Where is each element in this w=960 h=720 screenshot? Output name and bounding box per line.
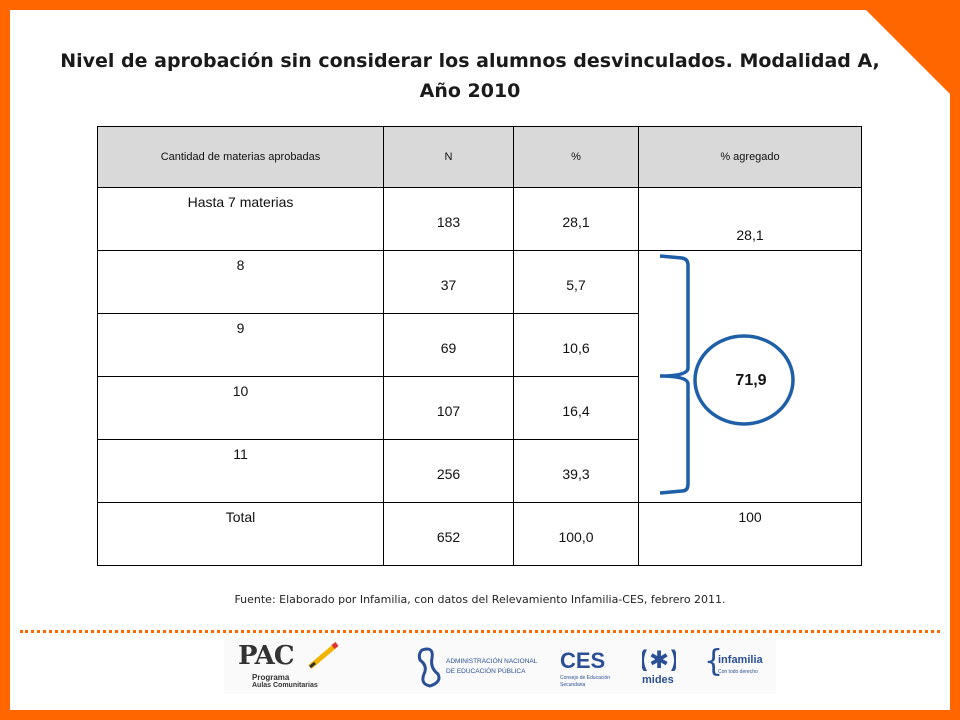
row-label: Hasta 7 materias bbox=[187, 194, 294, 210]
infamilia-logo-title: infamilia bbox=[718, 654, 763, 666]
row-n: 69 bbox=[440, 340, 457, 356]
row-n: 37 bbox=[440, 277, 457, 293]
dotted-divider bbox=[20, 630, 940, 633]
row-n: 256 bbox=[436, 466, 461, 482]
pac-logo: PAC Programa Aulas Comunitarias bbox=[238, 641, 350, 691]
mides-logo-title: mides bbox=[642, 674, 674, 686]
table-header-row: Cantidad de materias aprobadas N % % agr… bbox=[97, 126, 862, 188]
table-row: Hasta 7 materias 183 28,1 28,1 bbox=[97, 187, 862, 251]
row-pct: 10,6 bbox=[562, 340, 590, 356]
logo-strip: PAC Programa Aulas Comunitarias ADMINIST… bbox=[224, 638, 776, 694]
row-n: 183 bbox=[436, 214, 461, 230]
row-pct: 39,3 bbox=[562, 466, 590, 482]
row-pct: 28,1 bbox=[562, 214, 590, 230]
table-row: 8 37 5,7 bbox=[97, 250, 862, 503]
source-note: Fuente: Elaborado por Infamilia, con dat… bbox=[234, 593, 726, 606]
svg-text:(✱): (✱) bbox=[642, 646, 676, 674]
header-pct-agregado: % agregado bbox=[638, 126, 862, 188]
agg-total: 100 bbox=[738, 509, 762, 525]
pac-logo-line2: Aulas Comunitarias bbox=[252, 682, 318, 689]
table-row: 10 107 16,4 bbox=[97, 376, 862, 440]
row-n: 107 bbox=[436, 403, 461, 419]
row-n: 652 bbox=[436, 529, 461, 545]
agg-first: 28,1 bbox=[736, 227, 764, 243]
ces-logo-title: CES bbox=[560, 648, 606, 673]
row-pct: 100,0 bbox=[558, 529, 594, 545]
header-pct: % bbox=[513, 126, 639, 188]
table-row: 11 256 39,3 bbox=[97, 439, 862, 503]
row-pct: 5,7 bbox=[566, 277, 586, 293]
row-label: 10 bbox=[232, 383, 249, 399]
row-pct: 16,4 bbox=[562, 403, 590, 419]
pencil-icon bbox=[308, 642, 339, 669]
brace-icon: { bbox=[704, 644, 724, 679]
page-title: Nivel de aprobación sin considerar los a… bbox=[60, 50, 880, 102]
row-label: 9 bbox=[236, 320, 245, 336]
row-label: 11 bbox=[233, 446, 248, 462]
row-label: Total bbox=[225, 509, 256, 525]
agg-group-cell bbox=[638, 250, 862, 503]
ces-logo: CES Consejo de Educación Secundaria bbox=[560, 648, 620, 692]
infamilia-logo: { infamilia Con todo derecho bbox=[704, 644, 774, 688]
row-label: 8 bbox=[236, 257, 245, 273]
approval-table: Cantidad de materias aprobadas N % % agr… bbox=[97, 126, 862, 566]
header-n: N bbox=[383, 126, 514, 188]
anep-logo-line2: DE EDUCACIÓN PÚBLICA bbox=[446, 668, 526, 675]
anep-logo-line1: ADMINISTRACIÓN NACIONAL bbox=[446, 658, 538, 665]
pac-logo-title: PAC bbox=[238, 641, 295, 671]
ces-logo-line1: Consejo de Educación bbox=[560, 675, 611, 681]
pac-logo-line1: Programa bbox=[252, 673, 290, 682]
mides-emblem-icon: (✱) bbox=[642, 646, 676, 674]
table-row: 9 69 10,6 bbox=[97, 313, 862, 377]
table-row-total: Total 652 100,0 100 bbox=[97, 502, 862, 566]
mides-logo: (✱) mides bbox=[638, 644, 682, 692]
infamilia-logo-tagline: Con todo derecho bbox=[718, 669, 758, 675]
anep-logo: ADMINISTRACIÓN NACIONAL DE EDUCACIÓN PÚB… bbox=[414, 644, 554, 690]
header-materias: Cantidad de materias aprobadas bbox=[97, 126, 384, 188]
ces-logo-line2: Secundaria bbox=[560, 682, 586, 688]
anep-emblem-icon bbox=[417, 647, 441, 688]
